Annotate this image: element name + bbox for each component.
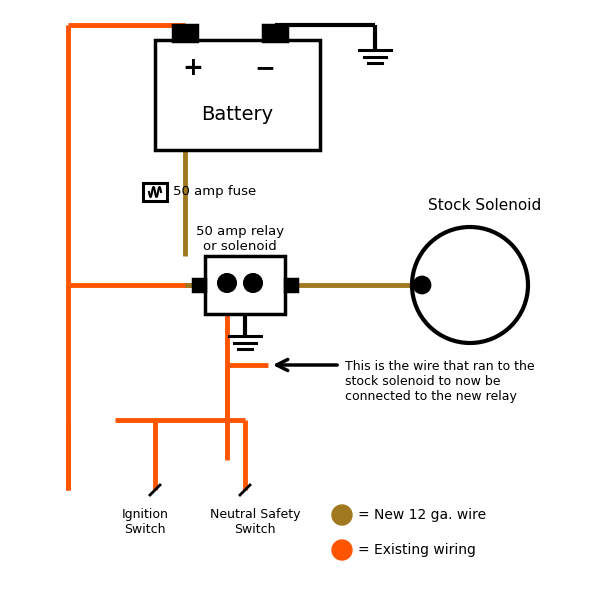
Bar (173, 25, 197, 41)
Circle shape (332, 505, 352, 525)
Text: Stock Solenoid: Stock Solenoid (428, 197, 542, 212)
Text: Ignition
Switch: Ignition Switch (122, 508, 169, 536)
Text: 50 amp fuse: 50 amp fuse (173, 185, 256, 199)
Text: or solenoid: or solenoid (203, 239, 277, 253)
Bar (155, 40, 320, 150)
Circle shape (218, 274, 236, 292)
Bar (205, 256, 285, 314)
Circle shape (412, 227, 528, 343)
Text: +: + (182, 56, 203, 80)
Bar (263, 25, 287, 41)
Circle shape (244, 274, 262, 292)
Text: 50 amp relay: 50 amp relay (196, 224, 284, 238)
Bar (143, 183, 167, 201)
Circle shape (332, 540, 352, 560)
Bar (285, 279, 297, 291)
Circle shape (414, 277, 430, 293)
Text: = New 12 ga. wire: = New 12 ga. wire (358, 508, 486, 522)
Text: This is the wire that ran to the
stock solenoid to now be
connected to the new r: This is the wire that ran to the stock s… (345, 360, 535, 403)
Bar (193, 279, 205, 291)
Text: = Existing wiring: = Existing wiring (358, 543, 476, 557)
Text: Battery: Battery (202, 106, 274, 124)
Text: Neutral Safety
Switch: Neutral Safety Switch (210, 508, 300, 536)
Text: −: − (254, 56, 275, 80)
